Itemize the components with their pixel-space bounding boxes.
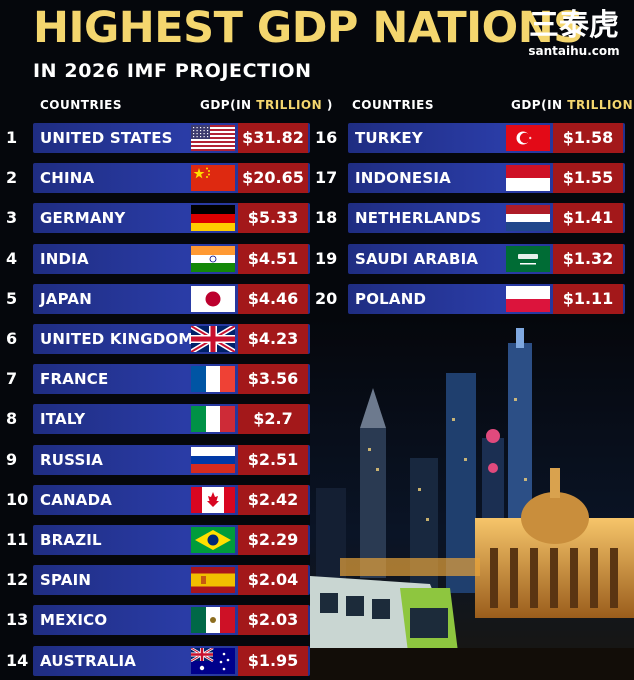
us-flag-icon xyxy=(191,125,235,151)
rank-number: 3 xyxy=(6,208,18,228)
pl-flag-icon xyxy=(506,285,550,312)
rank-number: 9 xyxy=(6,449,18,469)
country-name: CHINA xyxy=(40,169,95,188)
rank-number: 13 xyxy=(6,610,29,630)
rank-number: 5 xyxy=(6,288,18,308)
tr-flag-icon xyxy=(506,125,550,151)
sa-flag-icon xyxy=(506,245,550,272)
logo-site-text: santaihu.com xyxy=(528,44,620,58)
gdp-value: $1.41 xyxy=(553,203,623,234)
gdp-value: $1.95 xyxy=(238,645,308,676)
rank-number: 17 xyxy=(315,168,338,188)
au-flag-icon xyxy=(191,647,235,674)
rank-number: 2 xyxy=(6,168,18,188)
country-name: BRAZIL xyxy=(40,531,102,549)
rank-number: 8 xyxy=(6,409,18,429)
ru-flag-icon xyxy=(191,446,235,473)
country-name: GERMANY xyxy=(40,209,126,228)
it-flag-icon xyxy=(191,406,235,433)
country-name: RUSSIA xyxy=(40,450,104,469)
in-flag-icon xyxy=(191,245,235,272)
country-name: FRANCE xyxy=(40,370,109,389)
rank-number: 4 xyxy=(6,248,18,268)
header-countries-left: COUNTRIES xyxy=(40,98,123,112)
br-flag-icon xyxy=(191,527,235,553)
country-name: INDIA xyxy=(40,249,89,268)
country-name: UNITED STATES xyxy=(40,129,173,147)
country-name: CANADA xyxy=(40,490,113,509)
gdp-value: $4.51 xyxy=(238,243,308,274)
mx-flag-icon xyxy=(191,607,235,634)
header-gdp-right: GDP(IN TRILLION ) xyxy=(511,98,634,112)
country-name: SAUDI ARABIA xyxy=(355,249,479,268)
rank-number: 6 xyxy=(6,329,18,348)
gdp-value: $20.65 xyxy=(238,163,308,194)
page-subtitle: IN 2026 IMF PROJECTION xyxy=(33,60,312,82)
jp-flag-icon xyxy=(191,285,235,312)
gdp-value: $31.82 xyxy=(238,123,308,153)
gdp-value: $5.33 xyxy=(238,203,308,234)
id-flag-icon xyxy=(506,165,550,192)
gdp-value: $2.03 xyxy=(238,605,308,636)
watermark-logo: 三泰虎 santaihu.com xyxy=(524,8,624,58)
country-name: SPAIN xyxy=(40,571,92,590)
country-name: POLAND xyxy=(355,289,427,308)
country-name: INDONESIA xyxy=(355,169,451,188)
de-flag-icon xyxy=(191,205,235,232)
gdp-value: $1.32 xyxy=(553,243,623,274)
city-skyline-photo xyxy=(310,318,634,680)
rank-number: 11 xyxy=(6,530,29,549)
gdp-value: $4.23 xyxy=(238,324,308,354)
country-name: UNITED KINGDOM xyxy=(40,330,194,348)
gdp-value: $2.42 xyxy=(238,484,308,515)
page-title: HIGHEST GDP NATIONS xyxy=(33,3,584,53)
country-name: ITALY xyxy=(40,410,86,429)
header-gdp-left: GDP(IN TRILLION ) xyxy=(200,98,333,112)
rank-number: 14 xyxy=(6,650,29,670)
gb-flag-icon xyxy=(191,326,235,352)
rank-number: 16 xyxy=(315,128,338,147)
rank-number: 20 xyxy=(315,288,338,308)
es-flag-icon xyxy=(191,567,235,594)
country-name: TURKEY xyxy=(355,129,423,147)
gdp-value: $1.11 xyxy=(553,283,623,314)
rank-number: 12 xyxy=(6,570,29,590)
gdp-value: $2.7 xyxy=(238,404,308,435)
ca-flag-icon xyxy=(191,486,235,513)
country-name: MEXICO xyxy=(40,611,108,630)
country-name: NETHERLANDS xyxy=(355,209,482,228)
gdp-value: $1.58 xyxy=(553,123,623,153)
gdp-value: $2.51 xyxy=(238,444,308,475)
rank-number: 1 xyxy=(6,128,18,147)
cn-flag-icon xyxy=(191,165,235,192)
gdp-value: $2.29 xyxy=(238,525,308,555)
gdp-value: $2.04 xyxy=(238,565,308,596)
rank-number: 7 xyxy=(6,369,18,389)
header-countries-right: COUNTRIES xyxy=(352,98,435,112)
country-name: JAPAN xyxy=(40,289,92,308)
gdp-value: $4.46 xyxy=(238,283,308,314)
fr-flag-icon xyxy=(191,366,235,393)
gdp-value: $3.56 xyxy=(238,364,308,395)
rank-number: 18 xyxy=(315,208,338,228)
nl-flag-icon xyxy=(506,205,550,232)
gdp-value: $1.55 xyxy=(553,163,623,194)
rank-number: 10 xyxy=(6,489,29,509)
logo-chinese-text: 三泰虎 xyxy=(529,8,619,43)
rank-number: 19 xyxy=(315,248,338,268)
country-name: AUSTRALIA xyxy=(40,651,137,670)
